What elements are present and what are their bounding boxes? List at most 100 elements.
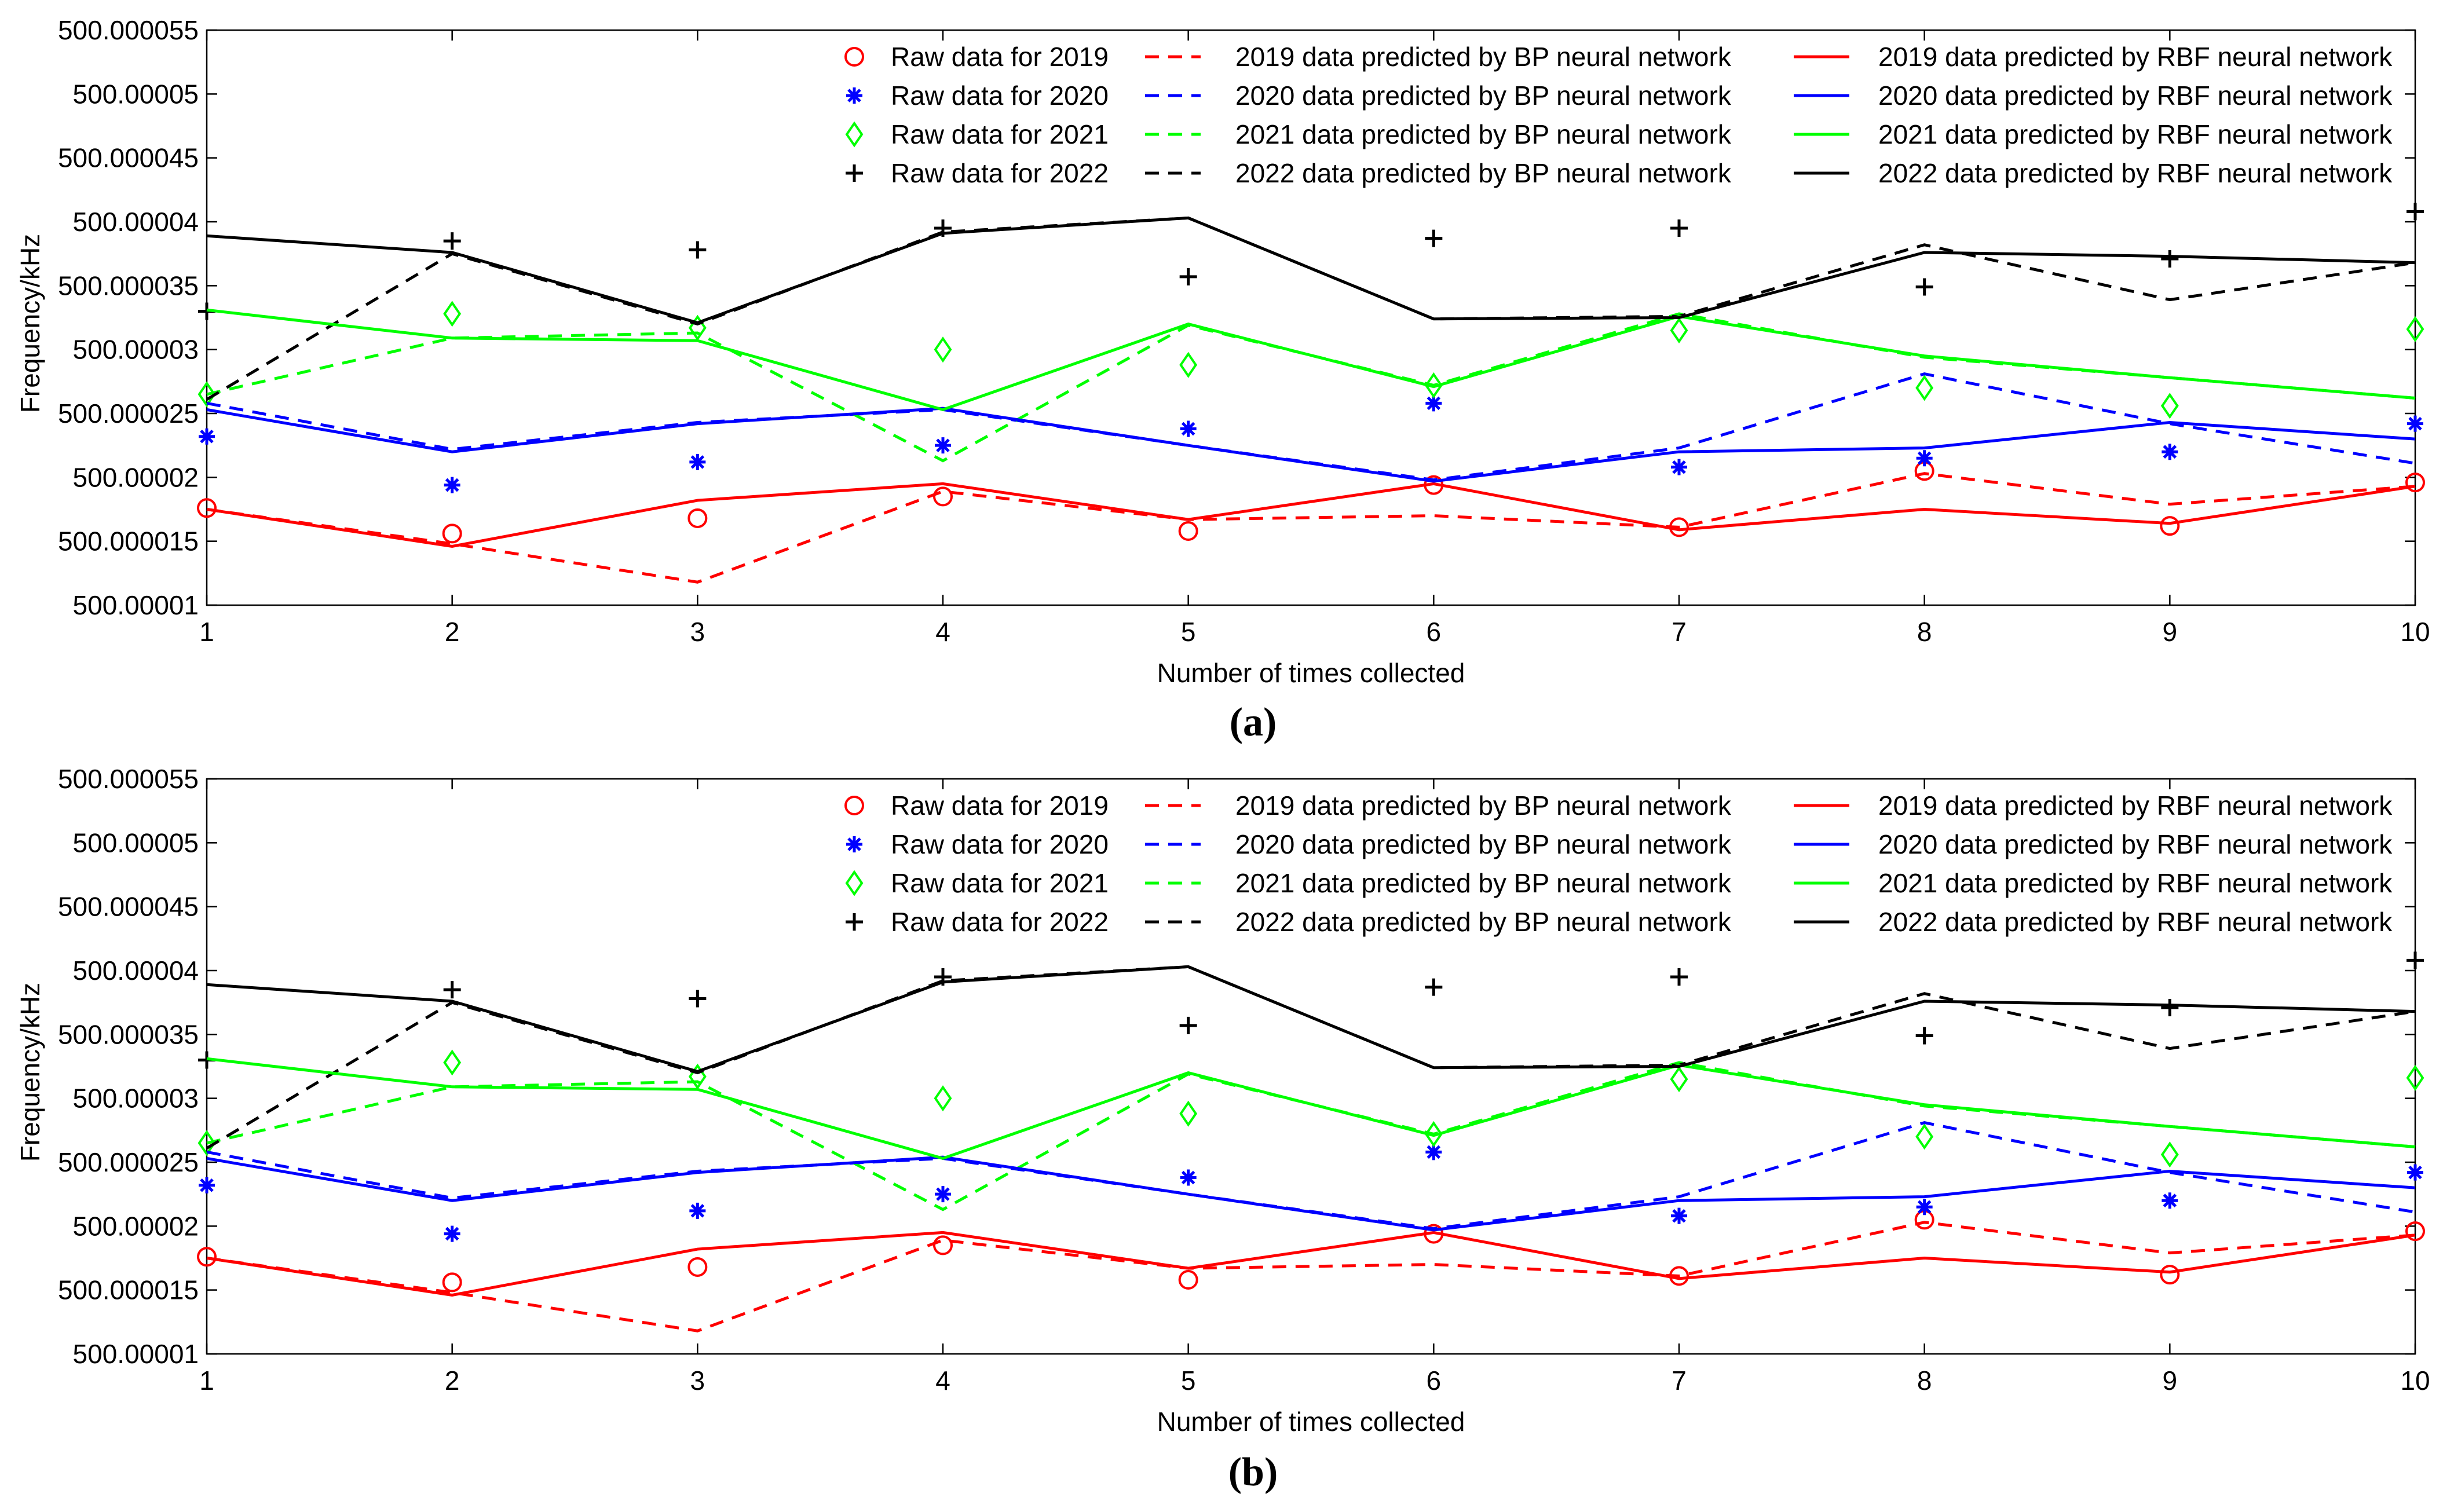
y-axis-label: Frequency/kHz: [15, 234, 45, 413]
data-point-asterisk: [1180, 1169, 1197, 1186]
legend-label: Raw data for 2019: [891, 790, 1109, 821]
data-point-plus: [1179, 268, 1197, 285]
series-2022-data-predicted-by-rbf-neural-network: [206, 965, 2416, 1073]
legend-label: 2021 data predicted by BP neural network: [1235, 868, 1732, 898]
y-tick-label: 500.000045: [58, 892, 199, 922]
series-line-solid: [206, 1155, 2416, 1232]
series-2019-data-predicted-by-bp-neural-network: [206, 1221, 2416, 1332]
legend-label: Raw data for 2020: [891, 80, 1109, 111]
legend-item: Raw data for 2020: [846, 829, 1109, 859]
legend-item: 2019 data predicted by RBF neural networ…: [1794, 42, 2393, 72]
y-tick-label: 500.00001: [73, 1339, 199, 1369]
x-tick-label: 10: [2400, 617, 2430, 647]
legend-label: 2022 data predicted by RBF neural networ…: [1878, 158, 2393, 188]
x-tick-label: 1: [199, 1365, 214, 1396]
data-point-asterisk: [444, 477, 460, 493]
data-point-circle: [2405, 473, 2425, 493]
x-tick-label: 5: [1181, 617, 1196, 647]
series-2019-data-predicted-by-bp-neural-network: [206, 472, 2416, 584]
data-point-circle: [2160, 1265, 2180, 1285]
data-point-diamond: [934, 1085, 952, 1112]
legend-label: 2022 data predicted by BP neural network: [1235, 907, 1732, 937]
y-tick-label: 500.00002: [73, 462, 199, 492]
x-tick-label: 4: [935, 1365, 950, 1396]
panel-label: (b): [1228, 1450, 1278, 1495]
data-point-diamond: [443, 301, 462, 327]
series-2020-data-predicted-by-rbf-neural-network: [206, 1155, 2416, 1232]
data-point-plus: [2161, 998, 2179, 1016]
chart-panel-a: 500.00001 500.000015 500.00002 500.000025 50…: [15, 15, 2430, 688]
y-tick-label: 500.000035: [58, 1019, 199, 1049]
x-axis-label: Number of times collected: [1157, 1407, 1465, 1437]
data-point-diamond: [845, 121, 864, 148]
legend-item: Raw data for 2020: [846, 80, 1109, 111]
legend-label: 2020 data predicted by RBF neural networ…: [1878, 829, 2393, 859]
data-point-plus: [1179, 1016, 1197, 1034]
data-point-diamond: [1424, 372, 1443, 398]
series-2022-data-predicted-by-bp-neural-network: [206, 965, 2416, 1149]
legend-item: 2019 data predicted by RBF neural networ…: [1794, 790, 2393, 821]
legend-label: Raw data for 2021: [891, 119, 1109, 149]
data-point-asterisk: [1671, 1207, 1687, 1224]
legend-item: Raw data for 2019: [844, 42, 1109, 72]
data-point-asterisk: [689, 1202, 706, 1219]
data-point-diamond: [1179, 352, 1198, 378]
data-point-asterisk: [2162, 444, 2178, 460]
data-point-diamond: [845, 870, 864, 896]
data-point-circle: [2160, 516, 2180, 536]
data-point-diamond: [2406, 316, 2424, 342]
data-point-asterisk: [199, 1177, 215, 1194]
y-tick-label: 500.00003: [73, 335, 199, 365]
series-2022-data-predicted-by-bp-neural-network: [206, 216, 2416, 401]
y-axis-label: Frequency/kHz: [15, 983, 45, 1162]
data-point-circle: [687, 1257, 708, 1277]
data-point-plus: [689, 990, 707, 1008]
data-point-plus: [1915, 1027, 1933, 1045]
series-raw-data-for-2020: [199, 395, 2423, 493]
legend-item: 2019 data predicted by BP neural network: [1145, 42, 1732, 72]
legend-label: 2021 data predicted by RBF neural networ…: [1878, 868, 2393, 898]
data-point-diamond: [1179, 1100, 1198, 1127]
x-tick-label: 9: [2163, 1365, 2178, 1396]
data-point-circle: [442, 1272, 462, 1293]
legend-item: 2022 data predicted by RBF neural networ…: [1794, 907, 2393, 937]
data-point-diamond: [2406, 1064, 2424, 1091]
x-tick-label: 5: [1181, 1365, 1196, 1396]
data-point-circle: [442, 523, 462, 544]
data-point-asterisk: [1671, 459, 1687, 475]
series-line-solid: [206, 1231, 2416, 1297]
legend-item: Raw data for 2021: [845, 868, 1109, 898]
legend: Raw data for 2019 Raw data for 2020 Raw da…: [844, 42, 2393, 188]
x-axis-label: Number of times collected: [1157, 658, 1465, 688]
legend-item: 2021 data predicted by BP neural network: [1145, 119, 1732, 149]
legend-item: Raw data for 2022: [846, 158, 1109, 188]
legend-item: Raw data for 2021: [845, 119, 1109, 149]
data-point-asterisk: [2407, 1164, 2423, 1181]
data-point-diamond: [2160, 1141, 2179, 1168]
legend-item: 2020 data predicted by BP neural network: [1145, 829, 1732, 859]
data-point-plus: [2407, 951, 2424, 969]
data-point-asterisk: [846, 87, 862, 104]
chart-panel-b: 500.00001 500.000015 500.00002 500.000025 50…: [15, 764, 2430, 1437]
series-2019-data-predicted-by-rbf-neural-network: [206, 1231, 2416, 1297]
data-point-asterisk: [689, 453, 706, 470]
series-2022-data-predicted-by-rbf-neural-network: [206, 216, 2416, 324]
legend-label: 2019 data predicted by RBF neural networ…: [1878, 42, 2393, 72]
data-point-asterisk: [1916, 450, 1933, 467]
data-point-diamond: [688, 1063, 707, 1090]
series-2020-data-predicted-by-rbf-neural-network: [206, 407, 2416, 483]
legend-item: 2021 data predicted by RBF neural networ…: [1794, 119, 2393, 149]
x-tick-label: 10: [2400, 1365, 2430, 1396]
data-point-plus: [846, 913, 863, 931]
x-tick-label: 6: [1427, 617, 1442, 647]
legend-label: 2020 data predicted by BP neural network: [1235, 829, 1732, 859]
legend-item: 2020 data predicted by BP neural network: [1145, 80, 1732, 111]
data-point-asterisk: [2162, 1192, 2178, 1209]
data-point-asterisk: [935, 437, 951, 454]
data-point-asterisk: [1916, 1199, 1933, 1216]
x-tick-label: 3: [690, 617, 705, 647]
series-line-solid: [206, 965, 2416, 1073]
series-raw-data-for-2022: [198, 951, 2424, 1069]
legend-item: Raw data for 2022: [846, 907, 1109, 937]
data-point-diamond: [198, 381, 216, 408]
